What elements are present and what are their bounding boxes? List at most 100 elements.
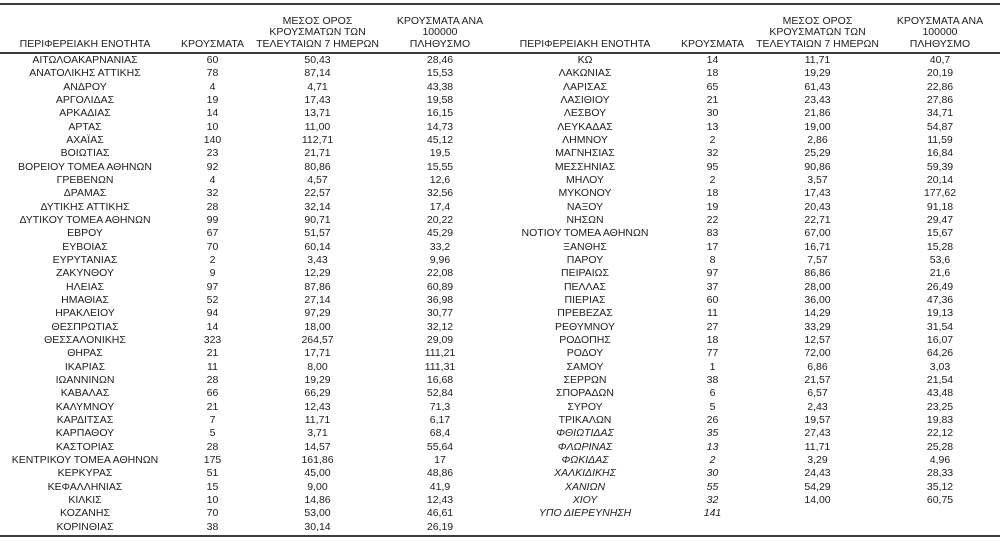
per100k-cell: 25,28 xyxy=(926,440,954,453)
avg7-cell: 97,29 xyxy=(304,307,331,320)
region-name-cell: ΔΥΤΙΚΟΥ ΤΟΜΕΑ ΑΘΗΝΩΝ xyxy=(19,214,151,227)
region-name-cell: ΛΕΥΚΑΔΑΣ xyxy=(557,120,613,133)
cases-cell: 11 xyxy=(707,307,718,320)
table-row: ΥΠΟ ΔΙΕΡΕΥΝΗΣΗ 141 xyxy=(500,507,1000,520)
per100k-cell: 55,64 xyxy=(426,440,454,453)
table-row: ΚΑΡΔΙΤΣΑΣ 7 11,71 6,17 xyxy=(0,414,500,427)
avg7-cell: 14,57 xyxy=(304,440,331,453)
cases-cell: 70 xyxy=(206,240,219,253)
cases-cell: 65 xyxy=(706,80,719,93)
cases-cell: 78 xyxy=(206,67,219,80)
region-name-cell: ΦΛΩΡΙΝΑΣ xyxy=(557,440,613,453)
header-rule xyxy=(0,52,1000,54)
cases-cell: 14 xyxy=(206,320,219,333)
table-row: ΡΟΔΟΥ 77 72,00 64,26 xyxy=(500,347,1000,360)
region-name-cell: ΣΕΡΡΩΝ xyxy=(563,374,607,387)
region-name-cell: ΧΑΝΙΩΝ xyxy=(564,480,606,493)
cases-cell: 37 xyxy=(706,280,719,293)
cases-cell: 2 xyxy=(209,254,216,267)
table-row: ΑΡΚΑΔΙΑΣ 14 13,71 16,15 xyxy=(0,107,500,120)
table-row: ΦΩΚΙΔΑΣ 2 3,29 4,96 xyxy=(500,454,1000,467)
col-header-per100k: ΚΡΟΥΣΜΑΤΑ ΑΝΑ 100000 ΠΛΗΘΥΣΜΟ xyxy=(396,14,484,50)
bottom-rule xyxy=(0,535,1000,537)
table-row: ΠΕΙΡΑΙΩΣ 97 86,86 21,6 xyxy=(500,267,1000,280)
cases-cell: 99 xyxy=(206,214,219,227)
avg7-cell: 13,71 xyxy=(304,107,331,120)
table-row: ΑΝΔΡΟΥ 4 4,71 43,38 xyxy=(0,81,500,94)
avg7-cell: 20,43 xyxy=(804,200,831,213)
cases-cell: 32 xyxy=(706,493,719,506)
per100k-cell: 22,08 xyxy=(426,267,454,280)
cases-cell: 32 xyxy=(206,187,219,200)
avg7-cell: 53,00 xyxy=(304,507,331,520)
per100k-cell: 26,19 xyxy=(426,520,454,533)
region-name-cell: ΛΕΣΒΟΥ xyxy=(563,107,607,120)
per100k-cell: 14,73 xyxy=(426,120,454,133)
per100k-cell: 22,86 xyxy=(926,80,954,93)
table-header: ΠΕΡΙΦΕΡΕΙΑΚΗ ΕΝΟΤΗΤΑ ΚΡΟΥΣΜΑΤΑ ΜΕΣΟΣ ΟΡΟΣ … xyxy=(0,5,500,52)
table-row: ΗΜΑΘΙΑΣ 52 27,14 36,98 xyxy=(0,294,500,307)
table-row: ΛΕΥΚΑΔΑΣ 13 19,00 54,87 xyxy=(500,121,1000,134)
cases-cell: 21 xyxy=(206,347,219,360)
table-row: ΠΑΡΟΥ 8 7,57 53,6 xyxy=(500,254,1000,267)
cases-cell: 9 xyxy=(209,267,216,280)
region-name-cell: ΦΩΚΙΔΑΣ xyxy=(561,454,609,466)
cases-cell: 94 xyxy=(206,307,219,320)
table-row: ΚΟΖΑΝΗΣ 70 53,00 46,61 xyxy=(0,507,500,520)
avg7-cell: 28,00 xyxy=(804,280,831,293)
cases-cell: 14 xyxy=(206,107,219,120)
region-name-cell: ΙΚΑΡΙΑΣ xyxy=(64,360,106,373)
region-name-cell: ΚΑΡΠΑΘΟΥ xyxy=(55,427,115,440)
cases-cell: 60 xyxy=(706,294,719,307)
avg7-cell: 18,00 xyxy=(304,320,331,333)
table-row: ΚΑΡΠΑΘΟΥ 5 3,71 68,4 xyxy=(0,427,500,440)
avg7-cell: 21,57 xyxy=(804,374,831,387)
cases-cell: 30 xyxy=(706,467,719,480)
region-name-cell: ΚΑΡΔΙΤΣΑΣ xyxy=(56,414,114,427)
table-row: ΜΗΛΟΥ 2 3,57 20,14 xyxy=(500,174,1000,187)
table-row: ΛΕΣΒΟΥ 30 21,86 34,71 xyxy=(500,107,1000,120)
per100k-cell: 60,75 xyxy=(926,493,954,506)
per100k-cell: 71,3 xyxy=(429,400,451,413)
avg7-cell: 51,57 xyxy=(304,227,331,240)
avg7-cell: 66,29 xyxy=(304,387,331,400)
region-name-cell: ΘΕΣΠΡΩΤΙΑΣ xyxy=(51,320,119,333)
cases-cell: 28 xyxy=(206,374,219,387)
region-name-cell: ΑΡΤΑΣ xyxy=(68,120,102,133)
per100k-cell: 27,86 xyxy=(926,94,954,107)
avg7-cell: 112,71 xyxy=(301,134,334,147)
cases-cell: 13 xyxy=(706,120,719,133)
per100k-cell: 16,07 xyxy=(926,334,954,347)
per100k-cell: 59,39 xyxy=(926,160,954,173)
table-row: ΓΡΕΒΕΝΩΝ 4 4,57 12,6 xyxy=(0,174,500,187)
cases-cell: 4 xyxy=(209,80,216,93)
avg7-cell: 9,00 xyxy=(307,480,328,493)
avg7-cell: 12,43 xyxy=(304,400,331,413)
region-name-cell: ΝΗΣΩΝ xyxy=(566,214,604,227)
region-name-cell: ΣΠΟΡΑΔΩΝ xyxy=(556,387,614,400)
col-header-cases: ΚΡΟΥΣΜΑΤΑ xyxy=(181,37,244,50)
table-row: ΜΑΓΝΗΣΙΑΣ 32 25,29 16,84 xyxy=(500,147,1000,160)
table-row: ΚΑΣΤΟΡΙΑΣ 28 14,57 55,64 xyxy=(0,441,500,454)
avg7-cell: 12,29 xyxy=(304,267,331,280)
avg7-cell: 36,00 xyxy=(804,294,831,307)
per100k-cell: 177,62 xyxy=(923,187,957,200)
table-row: ΝΟΤΙΟΥ ΤΟΜΕΑ ΑΘΗΝΩΝ 83 67,00 15,67 xyxy=(500,227,1000,240)
region-name-cell: ΠΕΛΛΑΣ xyxy=(563,280,607,293)
cases-cell: 70 xyxy=(206,507,219,520)
table-row: ΛΑΡΙΣΑΣ 65 61,43 22,86 xyxy=(500,81,1000,94)
per100k-cell: 32,56 xyxy=(426,187,454,200)
per100k-cell: 4,96 xyxy=(929,454,951,466)
region-name-cell: ΗΡΑΚΛΕΙΟΥ xyxy=(55,307,115,320)
per100k-cell: 12,43 xyxy=(426,493,454,506)
region-name-cell: ΡΟΔΟΥ xyxy=(566,347,604,360)
region-name-cell: ΚΟΡΙΝΘΙΑΣ xyxy=(56,520,114,533)
table-row: ΣΕΡΡΩΝ 38 21,57 21,54 xyxy=(500,374,1000,387)
table-row: ΙΩΑΝΝΙΝΩΝ 28 19,29 16,68 xyxy=(0,374,500,387)
table-row: ΕΥΒΟΙΑΣ 70 60,14 33,2 xyxy=(0,241,500,254)
per100k-cell: 60,89 xyxy=(426,280,454,293)
table-row: ΘΗΡΑΣ 21 17,71 111,21 xyxy=(0,347,500,360)
per100k-cell: 11,59 xyxy=(927,134,953,147)
table-row: ΞΑΝΘΗΣ 17 16,71 15,28 xyxy=(500,241,1000,254)
avg7-cell: 90,86 xyxy=(804,160,831,173)
